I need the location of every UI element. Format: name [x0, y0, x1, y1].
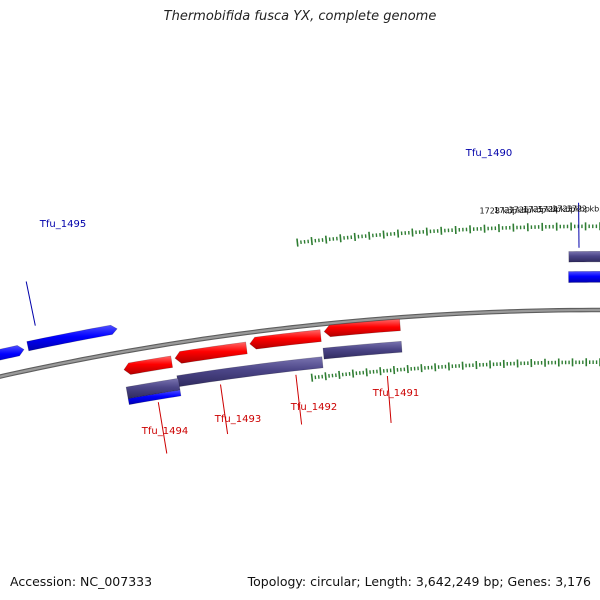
ruler-tick-label: 1726 kbp [509, 206, 547, 215]
reverse-cds-bar [322, 340, 403, 360]
forward-gene-arrow [0, 345, 25, 361]
inner-ruler-tick [420, 364, 423, 373]
gene-label: Tfu_1494 [141, 426, 188, 437]
inner-ruler-tick [324, 372, 327, 381]
backbone [0, 308, 600, 378]
ruler-tick-label: 1724 kbp [538, 205, 576, 214]
gene-label: Tfu_1493 [214, 414, 261, 425]
topology-text: Topology: circular; Length: 3,642,249 bp… [247, 574, 591, 589]
gene-label: Tfu_1495 [39, 219, 86, 230]
outer-ruler-tick [324, 235, 328, 244]
gene-leader-line [295, 374, 303, 425]
ruler-tick-label: 1722 kbp [567, 205, 600, 214]
ruler-tick-label: 1728 kbp [480, 206, 518, 215]
inner-ruler-tick [392, 366, 396, 375]
gene-label: Tfu_1491 [372, 388, 419, 399]
reverse-gene-arrow [249, 329, 322, 350]
outer-ruler-tick [411, 228, 414, 237]
ruler-tick-label: 1725 kbp [523, 205, 561, 214]
outer-ruler-tick [353, 232, 357, 242]
forward-cds-bar [568, 251, 600, 263]
inner-ruler-tick [351, 369, 355, 378]
reverse-gene-arrow [123, 355, 173, 375]
outer-ruler-tick [396, 229, 400, 238]
inner-ruler-tick [406, 365, 409, 374]
ruler-tick-label: 1723 kbp [552, 205, 590, 214]
gene-leader-line [220, 384, 229, 435]
outer-ruler-tick [296, 238, 299, 247]
ruler-tick-label: 1727 kbp [494, 206, 532, 215]
reverse-cds-bar [176, 356, 324, 388]
inner-ruler-tick [338, 370, 341, 379]
reverse-gene-arrow [174, 341, 248, 364]
gene-leader-line [157, 402, 168, 454]
gene-label: Tfu_1492 [290, 402, 337, 413]
inner-ruler-tick [379, 367, 382, 376]
gene-label: Tfu_1490 [465, 148, 512, 159]
gene-leader-line [386, 375, 392, 423]
gene-leader-line [25, 281, 36, 326]
outer-ruler-tick [368, 231, 371, 240]
inner-ruler-tick [365, 368, 368, 377]
forward-gene-arrow [568, 270, 600, 283]
outer-ruler-tick [382, 230, 385, 239]
accession-text: Accession: NC_007333 [10, 574, 153, 589]
inner-ruler-tick [310, 373, 314, 382]
map-title: Thermobifida fusca YX, complete genome [163, 9, 437, 24]
outer-ruler-tick [339, 234, 342, 243]
forward-gene-arrow [26, 324, 118, 352]
reverse-cds-bar [127, 389, 182, 405]
reverse-gene-arrow [323, 318, 401, 338]
outer-ruler-tick [310, 236, 313, 246]
